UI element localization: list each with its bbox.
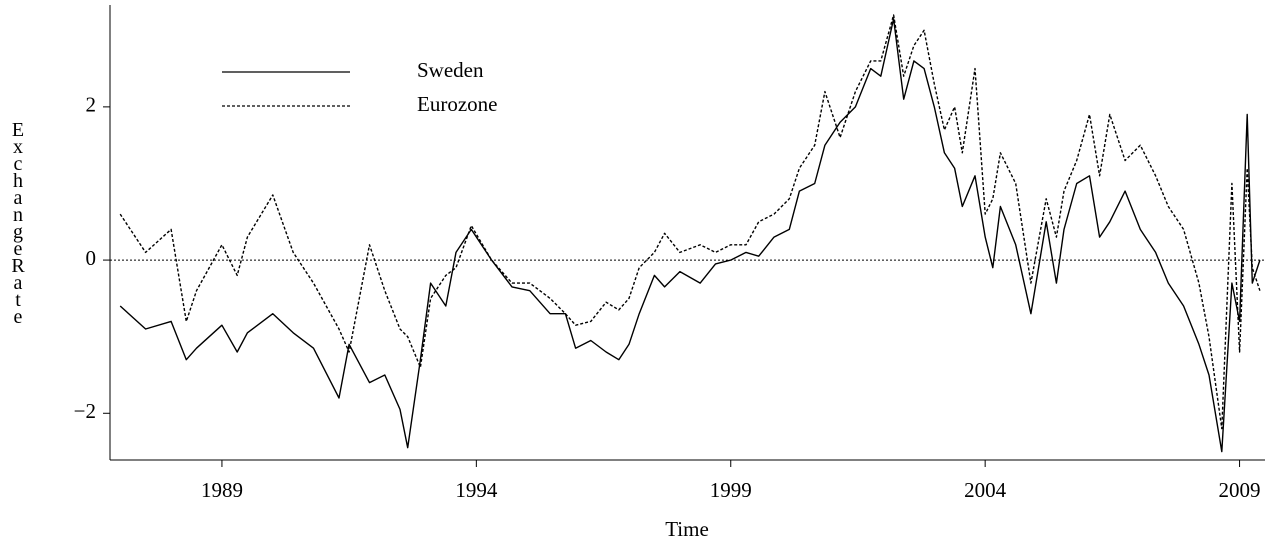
x-tick-label: 1994 (455, 478, 498, 502)
x-tick-label: 2004 (964, 478, 1007, 502)
y-axis-label: Exchange Rate (11, 119, 25, 328)
series-line (119, 18, 1261, 453)
x-axis-label: Time (665, 517, 709, 541)
x-tick-label: 1989 (201, 478, 243, 502)
legend-label: Sweden (417, 58, 484, 82)
y-tick-label: 2 (86, 93, 97, 117)
y-tick-label: −2 (74, 399, 96, 423)
series-line (119, 14, 1261, 430)
x-tick-label: 1999 (710, 478, 752, 502)
y-tick-label: 0 (86, 246, 97, 270)
x-tick-label: 2009 (1219, 478, 1261, 502)
legend-label: Eurozone (417, 92, 497, 116)
